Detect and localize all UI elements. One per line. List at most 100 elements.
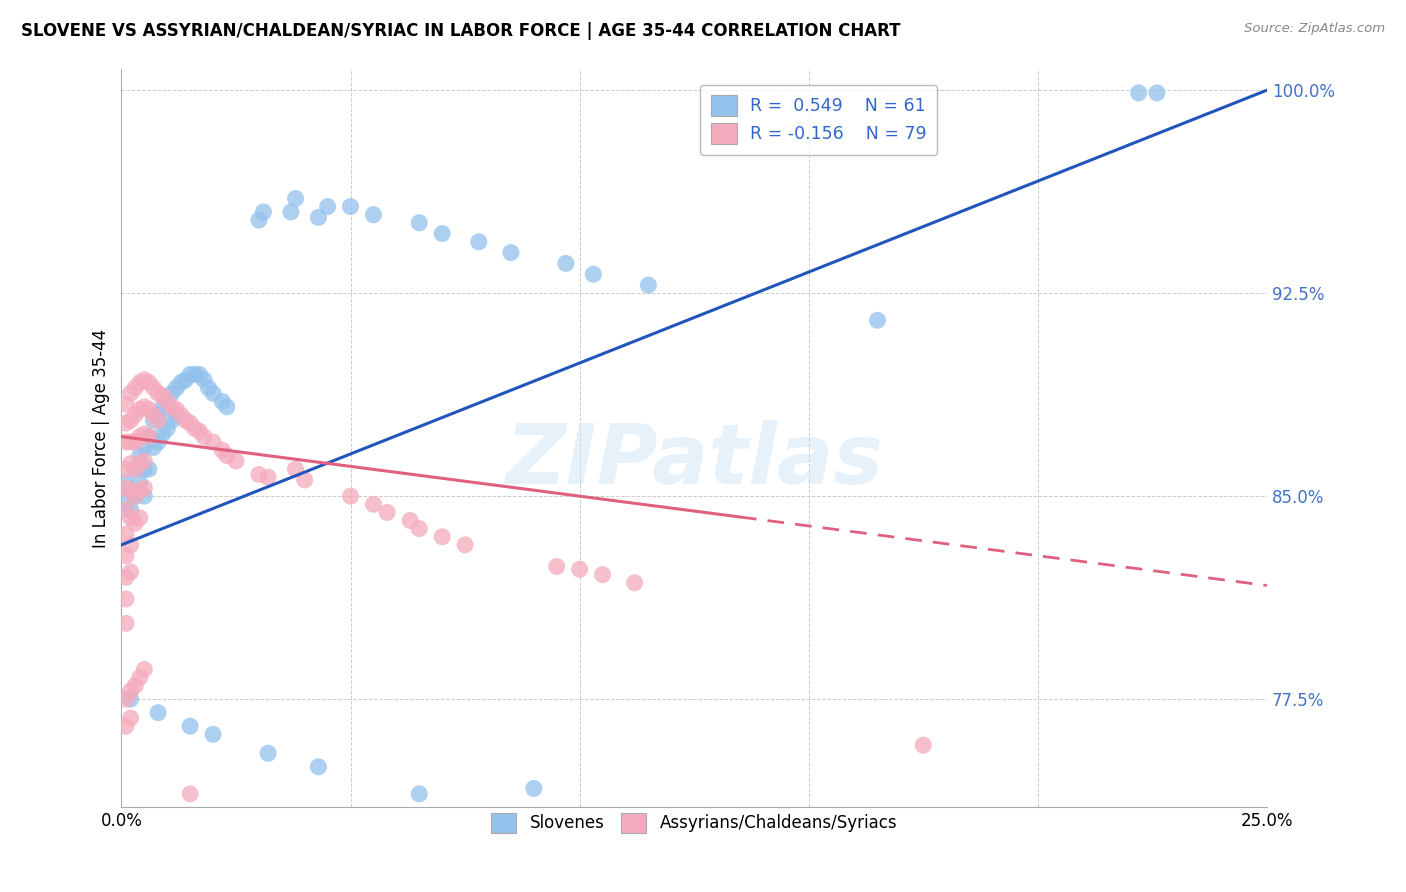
- Text: Source: ZipAtlas.com: Source: ZipAtlas.com: [1244, 22, 1385, 36]
- Point: [408, 522, 430, 536]
- Point: [363, 208, 385, 222]
- Point: [174, 373, 197, 387]
- Point: [120, 502, 142, 516]
- Point: [128, 449, 150, 463]
- Point: [120, 511, 142, 525]
- Point: [184, 368, 207, 382]
- Point: [193, 373, 215, 387]
- Point: [120, 565, 142, 579]
- Point: [128, 671, 150, 685]
- Point: [247, 467, 270, 482]
- Point: [146, 706, 169, 720]
- Point: [115, 570, 138, 584]
- Point: [134, 489, 156, 503]
- Point: [592, 567, 614, 582]
- Point: [375, 505, 398, 519]
- Point: [120, 413, 142, 427]
- Point: [128, 457, 150, 471]
- Point: [128, 483, 150, 498]
- Point: [146, 386, 169, 401]
- Point: [120, 538, 142, 552]
- Point: [637, 278, 659, 293]
- Point: [197, 381, 219, 395]
- Point: [138, 376, 160, 390]
- Point: [138, 462, 160, 476]
- Point: [160, 386, 183, 401]
- Point: [1146, 86, 1168, 100]
- Point: [115, 549, 138, 563]
- Point: [257, 746, 280, 760]
- Point: [142, 441, 165, 455]
- Point: [138, 402, 160, 417]
- Y-axis label: In Labor Force | Age 35-44: In Labor Force | Age 35-44: [93, 328, 110, 548]
- Point: [284, 462, 307, 476]
- Point: [120, 386, 142, 401]
- Point: [124, 489, 146, 503]
- Point: [134, 481, 156, 495]
- Point: [115, 475, 138, 490]
- Point: [202, 727, 225, 741]
- Point: [174, 413, 197, 427]
- Point: [142, 381, 165, 395]
- Point: [115, 502, 138, 516]
- Point: [128, 376, 150, 390]
- Point: [280, 205, 302, 219]
- Point: [146, 408, 169, 422]
- Point: [115, 527, 138, 541]
- Point: [165, 408, 187, 422]
- Point: [184, 421, 207, 435]
- Legend: Slovenes, Assyrians/Chaldeans/Syriacs: Slovenes, Assyrians/Chaldeans/Syriacs: [485, 806, 904, 839]
- Point: [128, 402, 150, 417]
- Point: [152, 400, 174, 414]
- Point: [623, 575, 645, 590]
- Point: [138, 429, 160, 443]
- Point: [363, 497, 385, 511]
- Point: [912, 738, 935, 752]
- Point: [582, 267, 605, 281]
- Point: [408, 216, 430, 230]
- Point: [156, 394, 179, 409]
- Point: [146, 435, 169, 450]
- Point: [294, 473, 316, 487]
- Point: [202, 386, 225, 401]
- Point: [134, 454, 156, 468]
- Point: [115, 397, 138, 411]
- Point: [179, 719, 201, 733]
- Point: [124, 408, 146, 422]
- Point: [115, 481, 138, 495]
- Point: [225, 454, 247, 468]
- Point: [308, 211, 330, 225]
- Point: [128, 475, 150, 490]
- Point: [115, 719, 138, 733]
- Point: [546, 559, 568, 574]
- Point: [134, 373, 156, 387]
- Text: ZIPatlas: ZIPatlas: [505, 419, 883, 500]
- Text: SLOVENE VS ASSYRIAN/CHALDEAN/SYRIAC IN LABOR FORCE | AGE 35-44 CORRELATION CHART: SLOVENE VS ASSYRIAN/CHALDEAN/SYRIAC IN L…: [21, 22, 901, 40]
- Point: [152, 389, 174, 403]
- Point: [124, 462, 146, 476]
- Point: [211, 394, 233, 409]
- Point: [124, 435, 146, 450]
- Point: [165, 381, 187, 395]
- Point: [211, 443, 233, 458]
- Point: [115, 435, 138, 450]
- Point: [408, 787, 430, 801]
- Point: [499, 245, 522, 260]
- Point: [202, 435, 225, 450]
- Point: [152, 426, 174, 441]
- Point: [134, 462, 156, 476]
- Point: [170, 376, 193, 390]
- Point: [179, 416, 201, 430]
- Point: [430, 227, 453, 241]
- Point: [134, 400, 156, 414]
- Point: [124, 516, 146, 531]
- Point: [399, 514, 422, 528]
- Point: [124, 381, 146, 395]
- Point: [339, 200, 361, 214]
- Point: [120, 684, 142, 698]
- Point: [160, 413, 183, 427]
- Point: [134, 426, 156, 441]
- Point: [124, 679, 146, 693]
- Point: [215, 400, 238, 414]
- Point: [170, 408, 193, 422]
